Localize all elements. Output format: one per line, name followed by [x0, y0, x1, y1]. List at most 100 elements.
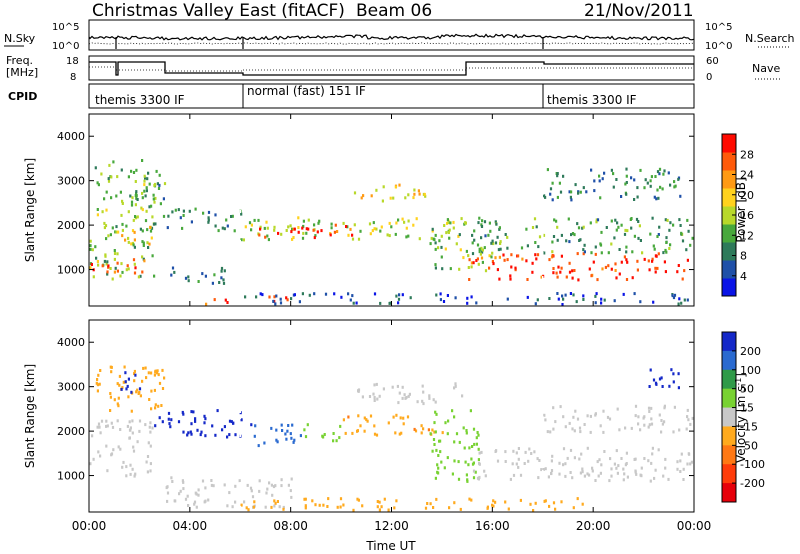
velocity-cell — [292, 440, 295, 444]
velocity-cell — [534, 501, 537, 505]
power-cell — [520, 246, 524, 250]
power-cell — [652, 244, 655, 248]
velocity-cell — [149, 421, 152, 425]
power-colorbar-label: Power [dB] — [734, 177, 748, 242]
power-cell — [681, 239, 685, 243]
power-cell — [302, 231, 305, 235]
velocity-cell — [179, 489, 182, 493]
power-cell — [615, 178, 618, 181]
power-cell — [401, 217, 404, 221]
power-cell — [231, 214, 234, 218]
velocity-cell — [264, 505, 267, 509]
velocity-cell — [369, 414, 373, 418]
power-cell — [443, 224, 446, 227]
power-cell — [221, 226, 224, 230]
power-cell — [646, 181, 649, 185]
power-cell — [146, 177, 149, 181]
power-cell — [439, 298, 442, 302]
power-cell — [434, 266, 437, 270]
power-cell — [448, 236, 451, 240]
power-cell — [478, 250, 481, 254]
power-cell — [658, 172, 661, 176]
power-cell — [126, 264, 129, 268]
power-cell — [569, 195, 572, 199]
velocity-cell — [546, 430, 549, 434]
power-colorbar-tick-label: 16 — [740, 209, 754, 222]
power-cell — [255, 295, 258, 299]
power-cell — [686, 298, 689, 302]
freq-label: Freq. — [6, 54, 33, 67]
velocity-cell — [560, 500, 563, 504]
power-cell — [373, 227, 376, 231]
velocity-cell — [457, 460, 460, 464]
velocity-cell — [226, 504, 229, 508]
velocity-cell — [407, 394, 410, 398]
velocity-colorbar-swatch — [722, 464, 736, 484]
power-cell — [248, 221, 252, 225]
power-cell — [121, 228, 124, 232]
power-cell — [131, 229, 135, 233]
power-cell — [444, 247, 447, 251]
power-cell — [405, 226, 408, 230]
velocity-cell — [435, 497, 438, 501]
velocity-cell — [203, 421, 206, 425]
velocity-cell — [441, 431, 444, 435]
velocity-cell — [240, 418, 243, 422]
power-cell — [104, 254, 107, 258]
velocity-cell — [306, 423, 309, 427]
velocity-cell — [680, 452, 683, 456]
power-cell — [484, 234, 487, 238]
velocity-cell — [424, 506, 428, 510]
velocity-cell — [678, 428, 681, 432]
velocity-cell — [376, 505, 379, 509]
power-cell — [324, 292, 328, 296]
velocity-cell — [196, 428, 199, 432]
velocity-cell — [685, 427, 688, 431]
velocity-cell — [154, 424, 157, 428]
power-cell — [116, 175, 119, 179]
power-cell — [615, 228, 618, 232]
velocity-colorbar-tick-label: -50 — [740, 439, 758, 452]
velocity-cell — [682, 467, 685, 471]
velocity-cell — [473, 442, 476, 446]
power-cell — [318, 219, 321, 223]
power-cell — [574, 183, 577, 187]
velocity-cell — [139, 394, 142, 398]
velocity-cell — [654, 381, 658, 385]
power-cell — [565, 275, 568, 279]
velocity-cell — [223, 483, 226, 487]
velocity-cell — [281, 429, 284, 432]
power-cell — [468, 258, 471, 262]
velocity-cell — [626, 475, 629, 479]
power-cell — [120, 213, 123, 217]
velocity-cell — [284, 432, 287, 436]
power-cell — [641, 251, 644, 255]
velocity-cell — [634, 470, 637, 474]
power-cell — [114, 230, 117, 234]
velocity-cell — [454, 384, 457, 388]
power-cell — [571, 269, 574, 273]
power-cell — [502, 253, 505, 257]
power-cell — [625, 258, 628, 262]
velocity-cell — [569, 471, 572, 474]
velocity-colorbar-label-sup: -1 — [734, 378, 743, 386]
power-cell — [531, 226, 535, 229]
velocity-colorbar-swatch — [722, 332, 736, 352]
power-cell — [686, 258, 689, 262]
power-cell — [120, 168, 123, 172]
velocity-cell — [124, 371, 127, 375]
power-cell — [244, 225, 247, 229]
velocity-cell — [642, 416, 645, 420]
power-cell — [537, 245, 540, 249]
velocity-cell — [238, 479, 241, 483]
power-cell — [579, 190, 582, 194]
power-cell — [590, 251, 593, 255]
power-cell — [158, 183, 161, 187]
power-cell — [153, 274, 156, 278]
power-cell — [89, 239, 92, 243]
power-cell — [543, 194, 546, 198]
velocity-cell — [465, 429, 468, 432]
velocity-cell — [167, 417, 170, 421]
velocity-cell — [149, 462, 152, 466]
power-cell — [134, 266, 137, 270]
